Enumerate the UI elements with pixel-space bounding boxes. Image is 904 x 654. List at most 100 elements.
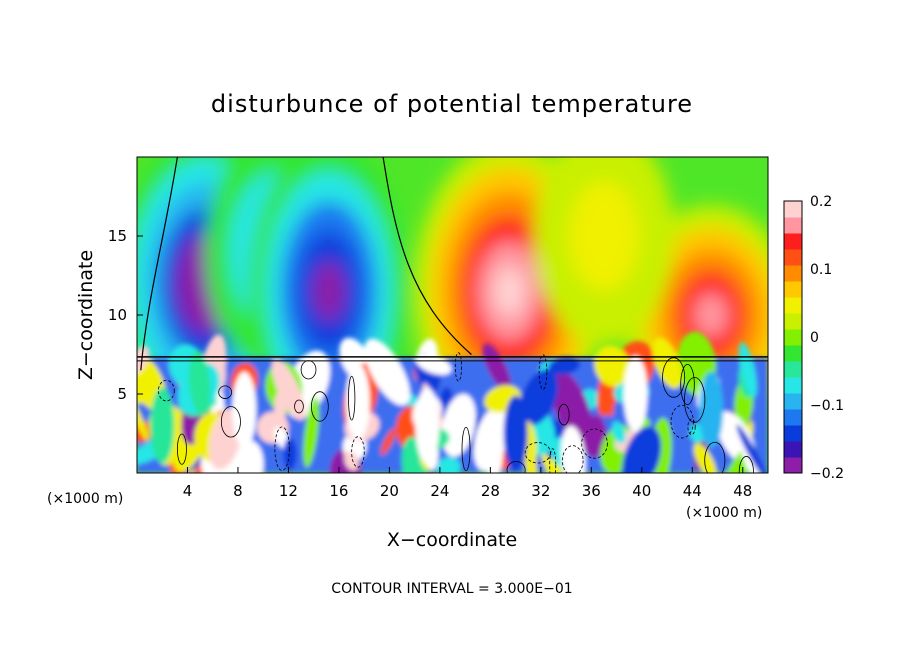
colorbar-swatch bbox=[784, 201, 802, 218]
field-band bbox=[694, 293, 729, 337]
colorbar-swatch bbox=[784, 393, 802, 410]
contour-loop bbox=[176, 433, 187, 465]
colorbar-swatch bbox=[784, 313, 802, 330]
contour-loop bbox=[506, 461, 526, 473]
contour-loop bbox=[680, 363, 695, 406]
turbulent-cell bbox=[485, 422, 504, 473]
x-unit-right: (×1000 m) bbox=[686, 505, 762, 521]
plot-area bbox=[136, 156, 769, 474]
x-tick-label: 32 bbox=[531, 482, 550, 500]
x-tick-label: 20 bbox=[380, 482, 399, 500]
colorbar-swatch bbox=[784, 361, 802, 378]
x-tick-label: 36 bbox=[582, 482, 601, 500]
x-axis: 4 8 12 16 20 24 28 32 36 40 44 48 bbox=[183, 467, 752, 500]
turbulent-feature bbox=[503, 395, 528, 472]
turbulent-cell bbox=[415, 353, 452, 375]
contour-loop bbox=[351, 436, 365, 468]
turbulent-cell bbox=[594, 345, 632, 388]
contour-loop bbox=[158, 379, 175, 402]
turbulent-cell bbox=[283, 437, 297, 471]
lower-field bbox=[137, 331, 768, 473]
y-tick-label: 10 bbox=[108, 306, 127, 324]
colorbar-tick-label: −0.2 bbox=[810, 466, 844, 482]
colorbar-frame bbox=[783, 200, 803, 474]
colorbar-swatch bbox=[784, 457, 802, 474]
x-tick-label: 28 bbox=[481, 482, 500, 500]
turbulent-cell bbox=[364, 338, 411, 406]
turbulent-feature bbox=[232, 371, 257, 448]
field-band bbox=[493, 266, 526, 317]
x-tick-label: 48 bbox=[733, 482, 752, 500]
turbulent-feature bbox=[623, 356, 648, 432]
x-tick-label: 24 bbox=[430, 482, 449, 500]
x-tick-label: 8 bbox=[233, 482, 243, 500]
colorbar: −0.2 −0.1 0 0.1 0.2 bbox=[783, 194, 844, 482]
contour-loop bbox=[561, 445, 584, 473]
contour-line bbox=[140, 157, 178, 371]
y-tick-label: 15 bbox=[108, 227, 127, 245]
field-band bbox=[568, 181, 639, 291]
turbulent-cell bbox=[622, 426, 662, 473]
x-tick-label: 40 bbox=[632, 482, 651, 500]
contour-loop bbox=[581, 428, 608, 459]
colorbar-swatch bbox=[784, 265, 802, 282]
x-axis-label: X−coordinate bbox=[387, 529, 517, 551]
contour-lines bbox=[137, 157, 768, 473]
colorbar-swatch bbox=[784, 297, 802, 314]
turbulent-cell bbox=[380, 428, 396, 456]
colorbar-swatch bbox=[784, 249, 802, 266]
x-tick-label: 44 bbox=[683, 482, 702, 500]
contour-loop bbox=[220, 406, 241, 438]
contour-loop bbox=[524, 442, 551, 464]
turbulent-cell bbox=[271, 359, 306, 421]
colorbar-swatch bbox=[784, 425, 802, 442]
y-axis-label: Z−coordinate bbox=[75, 250, 97, 380]
turbulent-cell bbox=[441, 393, 476, 457]
turbulent-feature bbox=[699, 371, 724, 448]
turbulent-cell bbox=[736, 424, 768, 473]
contour-loop bbox=[538, 354, 548, 390]
contour-loop bbox=[294, 399, 304, 414]
turbulent-feature bbox=[150, 387, 175, 464]
contour-loop bbox=[218, 385, 233, 399]
contour-loop bbox=[348, 375, 356, 421]
colorbar-swatch bbox=[784, 409, 802, 426]
colorbar-swatch bbox=[784, 345, 802, 362]
x-tick-label: 12 bbox=[279, 482, 298, 500]
turbulent-cell bbox=[482, 343, 511, 392]
contour-loop bbox=[461, 426, 471, 472]
x-tick-label: 16 bbox=[329, 482, 348, 500]
colorbar-swatch bbox=[784, 281, 802, 298]
turbulent-cell bbox=[652, 337, 683, 389]
contour-loop bbox=[738, 456, 754, 473]
colorbar-tick-label: 0.1 bbox=[810, 262, 832, 278]
contour-interval-note: CONTOUR INTERVAL = 3.000E−01 bbox=[331, 581, 572, 597]
contour-loop bbox=[311, 391, 329, 422]
colorbar-swatch bbox=[784, 233, 802, 250]
turbulent-cell bbox=[274, 392, 286, 424]
contour-loop bbox=[704, 441, 726, 473]
colorbar-swatch bbox=[784, 217, 802, 234]
contour-loop bbox=[558, 403, 570, 426]
x-tick-label: 4 bbox=[183, 482, 193, 500]
contour-loop bbox=[300, 360, 317, 380]
contour-loop bbox=[670, 404, 694, 439]
colorbar-tick-label: −0.1 bbox=[810, 398, 844, 414]
turbulent-cell bbox=[548, 369, 592, 440]
contour-line bbox=[382, 157, 472, 355]
turbulent-feature bbox=[415, 387, 440, 464]
contour-loop bbox=[274, 426, 290, 471]
colorbar-tick-label: 0.2 bbox=[810, 194, 832, 210]
colorbar-tick-label: 0 bbox=[810, 330, 819, 346]
field-band bbox=[312, 261, 345, 322]
y-axis: 5 10 15 bbox=[108, 227, 143, 403]
chart-title: disturbunce of potential temperature bbox=[211, 90, 693, 118]
turbulent-cell bbox=[560, 425, 586, 473]
turbulent-feature bbox=[345, 363, 370, 440]
contour-loop bbox=[662, 357, 686, 398]
x-unit-left: (×1000 m) bbox=[47, 491, 123, 507]
turbulent-cell bbox=[612, 421, 626, 444]
colorbar-swatch bbox=[784, 377, 802, 394]
turbulent-cell bbox=[188, 350, 211, 416]
